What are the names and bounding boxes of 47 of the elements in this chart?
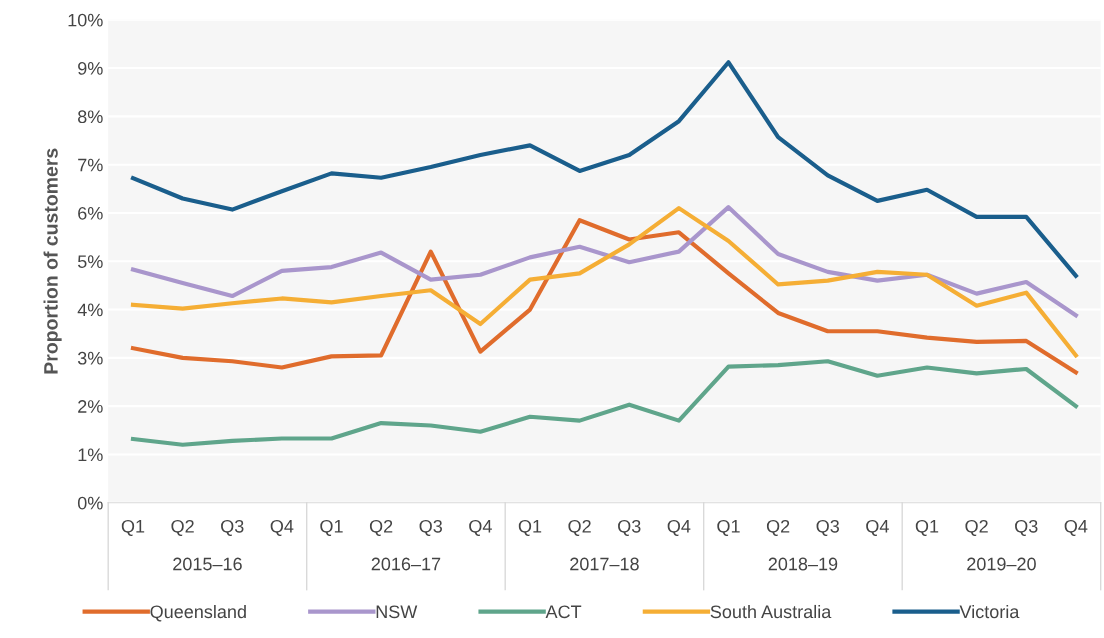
legend-label: South Australia [710, 604, 832, 619]
line-series [130, 60, 1078, 278]
x-tick-label: Q1 [915, 519, 939, 536]
x-tick-label: Q1 [320, 519, 343, 536]
x-tick-label: Q2 [171, 519, 194, 536]
line-series [130, 205, 1078, 318]
legend-label: NSW [376, 605, 418, 619]
line-series [130, 218, 1078, 375]
x-tick-label: Q1 [717, 519, 740, 536]
text: 2018–19 [768, 557, 838, 571]
x-tick-label: Q3 [618, 519, 641, 536]
legend-label: ACT [545, 605, 582, 619]
x-tick-label: Q1 [121, 519, 145, 536]
x-tick-label: Q4 [469, 519, 492, 536]
text: 2019–20 [967, 557, 1036, 571]
x-tick-label: Q3 [221, 519, 244, 536]
x-tick-label: Q3 [816, 519, 839, 536]
y-tick-label: 9% [78, 62, 103, 75]
x-tick-label: Q2 [766, 519, 790, 536]
x-tick-label: Q2 [369, 519, 393, 536]
y-tick-label: 0% [77, 496, 103, 510]
text: 2015–16 [173, 557, 242, 571]
y-tick-label: 6% [78, 206, 103, 220]
x-tick-label: Q4 [667, 519, 691, 536]
x-tick-label: Q1 [518, 519, 542, 536]
y-tick-label: 3% [77, 351, 103, 365]
y-tick-label: 4% [77, 303, 103, 317]
x-tick-label: Q2 [965, 519, 988, 536]
text: 2017–18 [570, 557, 639, 571]
x-tick-label: Q4 [270, 519, 294, 536]
y-tick-label: 2% [78, 400, 103, 413]
y-tick-label: 8% [78, 110, 103, 124]
legend-label: Queensland [150, 604, 246, 622]
x-tick-label: Q4 [866, 519, 889, 536]
text: 2016–17 [371, 557, 441, 571]
y-tick-label: 7% [78, 158, 103, 172]
legend-label: Victoria [959, 604, 1020, 619]
x-tick-label: Q2 [568, 519, 591, 536]
y-tick-label: 10% [68, 13, 103, 27]
x-tick-label: Q3 [1015, 519, 1038, 536]
line-series [130, 359, 1078, 447]
y-tick-label: 5% [77, 255, 103, 268]
y-axis-title: Proportion of customers [43, 148, 62, 374]
x-tick-label: Q3 [419, 519, 442, 536]
x-tick-label: Q4 [1064, 519, 1088, 536]
line-series [130, 206, 1078, 358]
y-tick-label: 1% [78, 448, 103, 462]
